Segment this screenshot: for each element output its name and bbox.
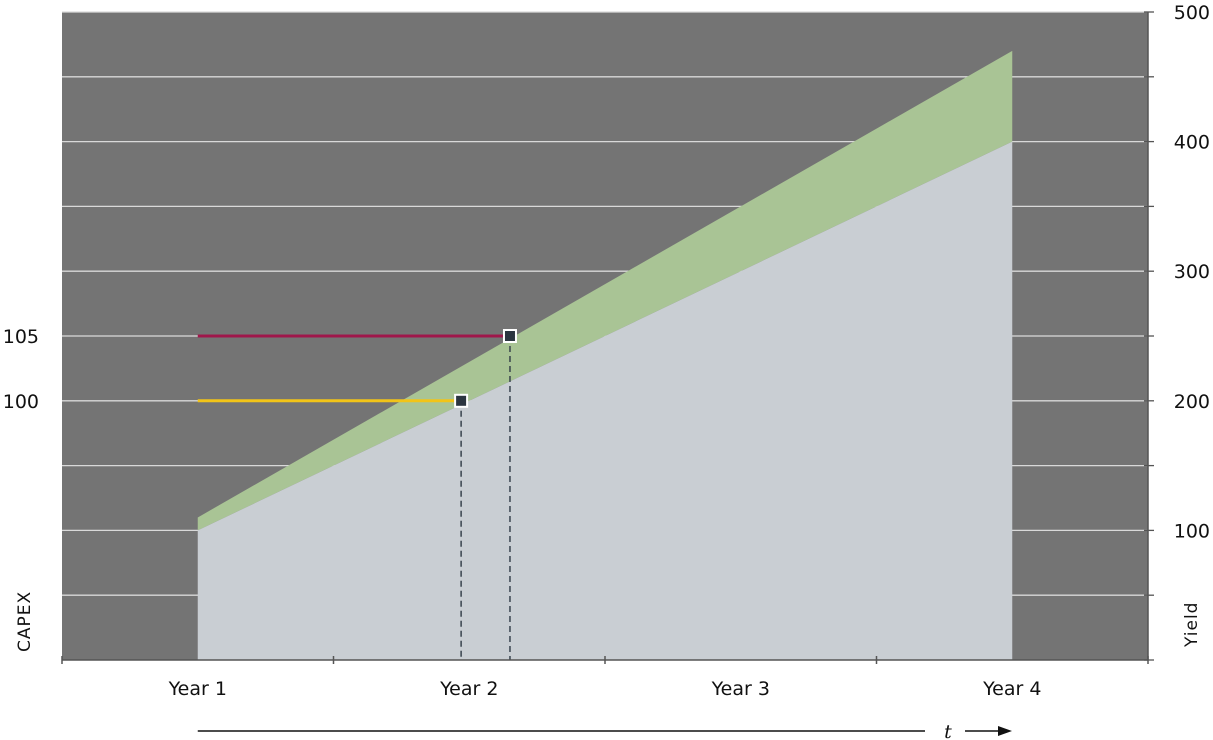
right-axis-tick-labels: 100 200 300 400 500	[1174, 2, 1210, 542]
left-tick-label: 100	[3, 391, 39, 413]
right-tick-label: 200	[1174, 391, 1210, 413]
axes	[61, 11, 1154, 664]
marker-capex-100	[454, 393, 469, 408]
time-arrow-label: t	[944, 721, 952, 740]
x-tick-labels: Year 1 Year 2 Year 3 Year 4	[168, 678, 1042, 700]
right-tick-label: 300	[1174, 261, 1210, 283]
time-arrow	[197, 726, 1012, 736]
capex-lines	[197, 334, 510, 403]
yield-band-area	[197, 50, 1013, 531]
left-axis-title: CAPEX	[15, 591, 35, 652]
right-tick-label: 100	[1174, 520, 1210, 542]
markers	[454, 329, 517, 408]
marker-capex-105	[502, 329, 517, 343]
drop-lines	[460, 336, 511, 660]
x-tick-label: Year 3	[711, 678, 770, 700]
right-tick-label: 400	[1174, 132, 1210, 154]
yield-base-area	[197, 141, 1013, 661]
right-axis-title: Yield	[1182, 602, 1202, 648]
time-arrow-head	[998, 726, 1012, 736]
left-axis-tick-labels: 100 105	[3, 326, 39, 413]
right-tick-label: 500	[1174, 2, 1210, 24]
x-tick-label: Year 2	[439, 678, 498, 700]
left-tick-label: 105	[3, 326, 39, 348]
x-tick-label: Year 1	[168, 678, 227, 700]
x-tick-label: Year 4	[982, 678, 1041, 700]
